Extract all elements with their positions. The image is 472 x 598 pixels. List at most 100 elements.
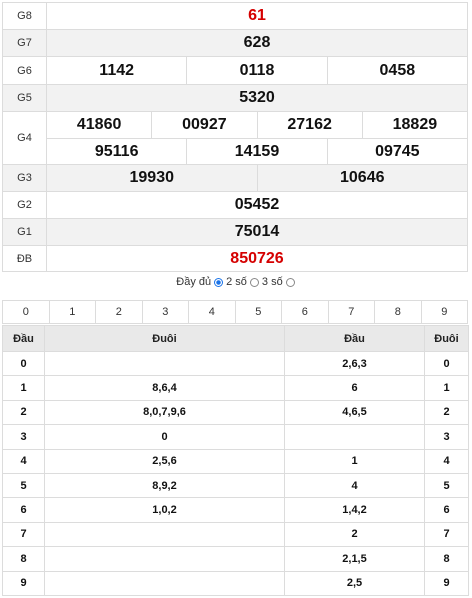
prize-cell-group: 19930 10646 <box>46 164 468 192</box>
loto-row: 9 2,5 9 <box>2 570 469 596</box>
prize-cell-group: 1142 0118 0458 <box>46 56 468 85</box>
prize-row-g4: G4 41860 00927 27162 18829 95116 14159 0… <box>2 111 468 165</box>
prize-row-g2: G2 05452 <box>2 191 468 219</box>
prize-row-db: ĐB 850726 <box>2 245 468 272</box>
head-digit: 0 <box>2 350 45 377</box>
tail-digit: 2 <box>424 399 469 426</box>
prize-number: 95116 <box>94 142 139 160</box>
head-list: 2,6,3 <box>284 350 425 377</box>
prize-label: G1 <box>2 218 47 246</box>
option-two-label[interactable]: 2 số <box>226 276 247 288</box>
tail-digit: 9 <box>424 570 469 596</box>
prize-number: 00927 <box>151 112 256 138</box>
head-digit: 5 <box>2 472 45 499</box>
loto-row: 1 8,6,4 6 1 <box>2 375 469 401</box>
digit-filter-2[interactable]: 2 <box>95 301 142 323</box>
digit-filter-1[interactable]: 1 <box>48 301 96 323</box>
tail-list: 8,9,2 <box>44 472 285 499</box>
head-list: 1 <box>284 448 425 474</box>
special-prize-number: 850726 <box>46 245 468 272</box>
head-digit: 7 <box>2 521 45 548</box>
tail-digit: 0 <box>424 350 469 377</box>
prize-number: 75014 <box>46 218 468 246</box>
radio-extra[interactable] <box>285 277 295 287</box>
display-options: Đầy đủ 2 số 3 số <box>0 276 472 288</box>
prize-number: 0118 <box>186 57 326 84</box>
loto-row: 8 2,1,5 8 <box>2 546 469 572</box>
head-list: 6 <box>284 375 425 401</box>
prize-row-g1: G1 75014 <box>2 218 468 246</box>
option-three-label[interactable]: 3 số <box>261 276 283 288</box>
tail-list <box>44 546 285 572</box>
head-digit: 2 <box>2 399 45 426</box>
digit-filter-6[interactable]: 6 <box>281 301 328 323</box>
prize-number: 27162 <box>256 112 362 138</box>
head-list: 4 <box>284 472 425 499</box>
head-digit: 9 <box>2 570 45 596</box>
loto-header-row: Đầu Đuôi Đầu Đuôi <box>2 325 469 352</box>
header-dau: Đầu <box>2 325 45 352</box>
loto-row: 5 8,9,2 4 5 <box>2 472 469 499</box>
head-list: 1,4,2 <box>284 497 425 523</box>
results-table: G8 61 G7 628 G6 1142 0118 0458 G5 5320 G… <box>2 2 468 272</box>
prize-label: G8 <box>2 2 47 30</box>
prize-number: 0458 <box>326 57 467 84</box>
prize-number: 41860 <box>76 116 122 133</box>
prize-number: 628 <box>46 29 468 57</box>
option-full-label[interactable]: Đầy đủ <box>176 276 212 288</box>
prize-label: G5 <box>2 84 47 112</box>
digit-filter-bar: 0 1 2 3 4 5 6 7 8 9 <box>2 300 468 324</box>
prize-label: G7 <box>2 29 47 57</box>
head-digit: 3 <box>2 424 45 450</box>
digit-filter-8[interactable]: 8 <box>374 301 421 323</box>
tail-digit: 6 <box>424 497 469 523</box>
prize-label: G4 <box>2 111 47 165</box>
digit-filter-5[interactable]: 5 <box>234 301 282 323</box>
loto-row: 2 8,0,7,9,6 4,6,5 2 <box>2 399 469 426</box>
tail-list: 8,6,4 <box>44 375 285 401</box>
prize-number: 19930 <box>129 169 175 186</box>
prize-number: 5320 <box>46 84 468 112</box>
prize-row-g8: G8 61 <box>2 2 468 30</box>
header-duoi: Đuôi <box>44 325 285 352</box>
prize-row-g7: G7 628 <box>2 29 468 57</box>
prize-label: ĐB <box>2 245 47 272</box>
tail-list <box>44 521 285 548</box>
prize-label: G3 <box>2 164 47 192</box>
prize-label: G2 <box>2 191 47 219</box>
tail-list <box>44 350 285 377</box>
head-digit: 1 <box>2 375 45 401</box>
loto-row: 0 2,6,3 0 <box>2 350 469 377</box>
loto-head-tail-table: Đầu Đuôi Đầu Đuôi 0 2,6,3 0 1 8,6,4 6 1 2 8,0,7,… <box>2 325 469 596</box>
prize-number: 61 <box>46 2 468 30</box>
loto-row: 6 1,0,2 1,4,2 6 <box>2 497 469 523</box>
prize-number: 14159 <box>186 139 326 164</box>
tail-list: 1,0,2 <box>44 497 285 523</box>
prize-cell-group: 41860 00927 27162 18829 95116 14159 0974… <box>46 111 468 165</box>
tail-digit: 5 <box>424 472 469 499</box>
prize-row-g3: G3 19930 10646 <box>2 164 468 192</box>
tail-digit: 3 <box>424 424 469 450</box>
radio-three-digits[interactable] <box>249 277 259 287</box>
head-list: 2 <box>284 521 425 548</box>
digit-filter-3[interactable]: 3 <box>141 301 189 323</box>
head-digit: 6 <box>2 497 45 523</box>
head-list: 4,6,5 <box>284 399 425 426</box>
digit-filter-4[interactable]: 4 <box>188 301 235 323</box>
tail-list: 2,5,6 <box>44 448 285 474</box>
digit-filter-0[interactable]: 0 <box>22 306 29 318</box>
header-dau: Đầu <box>284 325 425 352</box>
digit-filter-9[interactable]: 9 <box>420 301 468 323</box>
prize-row-g6: G6 1142 0118 0458 <box>2 56 468 85</box>
prize-label: G6 <box>2 56 47 85</box>
tail-list: 0 <box>44 424 285 450</box>
head-list <box>284 424 425 450</box>
head-list: 2,1,5 <box>284 546 425 572</box>
header-duoi: Đuôi <box>424 325 469 352</box>
radio-two-digits[interactable] <box>214 277 224 287</box>
tail-digit: 4 <box>424 448 469 474</box>
tail-digit: 7 <box>424 521 469 548</box>
head-digit: 8 <box>2 546 45 572</box>
digit-filter-7[interactable]: 7 <box>327 301 375 323</box>
